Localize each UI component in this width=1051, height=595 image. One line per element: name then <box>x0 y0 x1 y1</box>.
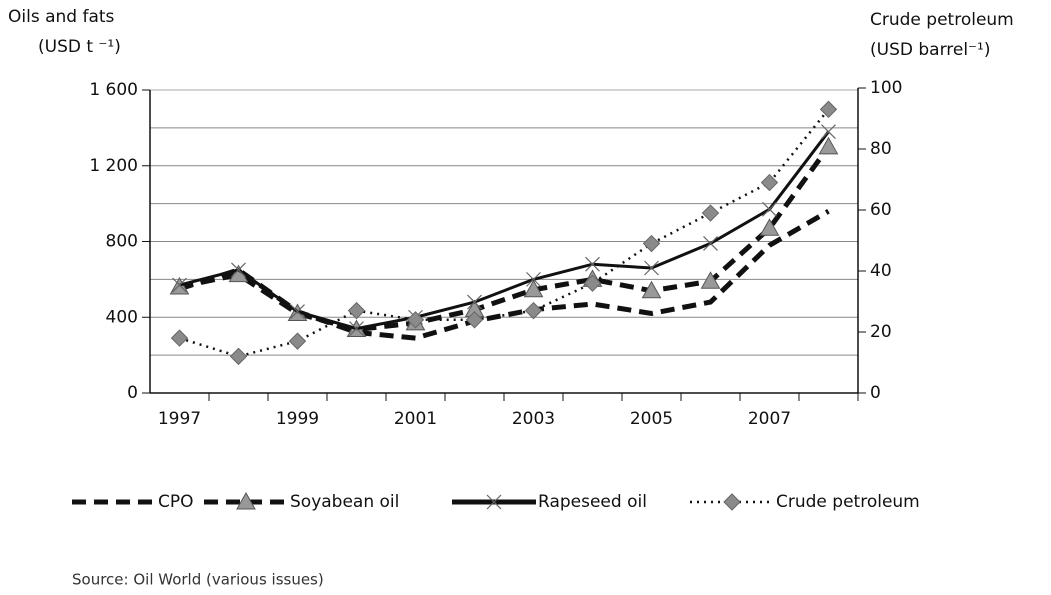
x-tick-label: 1997 <box>158 409 201 429</box>
series-line <box>179 108 830 358</box>
point <box>585 256 600 272</box>
y-tick-label: 0 <box>127 383 138 403</box>
legend-label: CPO <box>158 492 194 512</box>
point <box>818 136 839 155</box>
point <box>583 274 602 292</box>
point <box>524 301 543 320</box>
point <box>465 311 484 329</box>
point <box>821 124 836 140</box>
y2-tick-label: 80 <box>870 139 892 159</box>
y-title: Oils and fats <box>8 7 115 27</box>
legend-marker <box>236 491 256 510</box>
point <box>759 218 780 236</box>
point <box>467 294 482 310</box>
y-tick-label: 1 200 <box>89 156 138 176</box>
legend-marker <box>486 494 502 510</box>
point <box>170 329 189 347</box>
y2-title: Crude petroleum <box>870 10 1014 30</box>
point <box>231 262 246 278</box>
point <box>347 301 366 320</box>
y2-tick-label: 40 <box>870 261 892 281</box>
point <box>819 100 838 119</box>
point <box>762 201 777 217</box>
y2-tick-label: 0 <box>870 383 881 403</box>
point <box>760 173 779 192</box>
point <box>229 347 248 366</box>
x-tick-label: 2005 <box>630 409 673 429</box>
legend-label: Crude petroleum <box>776 492 920 512</box>
y-tick-label: 1 600 <box>89 80 138 100</box>
y2-title: (USD barrel⁻¹) <box>870 40 990 60</box>
x-tick-label: 2007 <box>748 409 791 429</box>
point <box>701 204 720 222</box>
point <box>290 304 305 319</box>
source: Source: Oil World (various issues) <box>72 571 324 589</box>
point <box>700 271 721 289</box>
point <box>172 277 187 293</box>
y-tick-label: 400 <box>106 307 138 327</box>
series-line <box>179 130 830 331</box>
x-tick-label: 2001 <box>394 409 437 429</box>
point <box>641 280 662 299</box>
legend-label: Soyabean oil <box>290 492 399 512</box>
point <box>703 235 718 251</box>
y-tick-label: 800 <box>106 232 138 252</box>
series-line <box>178 145 831 333</box>
point <box>644 260 659 276</box>
y2-tick-label: 100 <box>870 78 902 98</box>
y2-tick-label: 60 <box>870 200 892 220</box>
point <box>526 271 541 287</box>
x-tick-label: 1999 <box>276 409 319 429</box>
point <box>288 332 307 350</box>
x-tick-label: 2003 <box>512 409 555 429</box>
y-title: (USD t ⁻¹) <box>38 37 121 57</box>
point <box>523 279 544 298</box>
legend-label: Rapeseed oil <box>538 492 647 512</box>
point <box>349 321 364 337</box>
legend-marker <box>723 493 741 511</box>
point <box>642 234 661 253</box>
y2-tick-label: 20 <box>870 322 892 342</box>
point <box>406 311 425 329</box>
